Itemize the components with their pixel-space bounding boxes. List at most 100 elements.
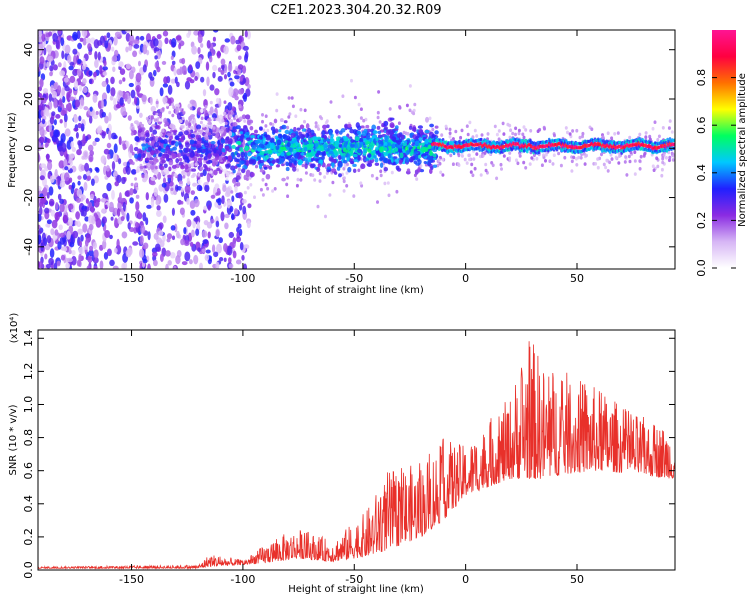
heat-cell <box>57 85 62 94</box>
heat-cell <box>345 184 349 188</box>
heat-cell <box>221 119 225 123</box>
heat-cell <box>605 158 609 163</box>
heat-cell <box>360 163 366 170</box>
heat-cell <box>234 95 239 101</box>
heat-cell <box>197 34 203 44</box>
heat-cell <box>129 188 134 196</box>
heat-cell <box>129 197 134 204</box>
heat-cell <box>359 181 363 185</box>
heat-cell <box>508 135 512 140</box>
heat-cell <box>271 189 275 193</box>
heat-cell <box>432 164 438 168</box>
heat-cell <box>162 177 167 185</box>
heat-cell <box>114 49 119 57</box>
heat-cell <box>529 129 533 133</box>
heat-cell <box>48 124 52 133</box>
heat-cell <box>219 128 225 134</box>
heat-cell <box>175 255 181 265</box>
heat-cell <box>238 228 243 237</box>
heat-cell <box>324 214 327 219</box>
heat-cell <box>467 153 471 157</box>
heat-cell <box>460 128 464 133</box>
heat-cell <box>259 187 263 192</box>
tick-label: 0.4 <box>22 495 35 513</box>
heat-cell <box>104 115 109 124</box>
heat-cell <box>245 131 250 136</box>
tick-label: 1.2 <box>22 363 35 381</box>
heat-cell <box>204 184 210 193</box>
heat-cell <box>323 175 327 179</box>
heat-cell <box>229 114 233 118</box>
heat-cell <box>341 155 346 161</box>
heat-cell <box>72 230 79 239</box>
heat-cell <box>143 242 149 250</box>
heat-cell <box>652 168 656 172</box>
heat-cell <box>624 155 628 159</box>
heat-cell <box>42 88 49 94</box>
heat-cell <box>342 135 348 140</box>
heat-cell <box>240 168 246 174</box>
snr-panel: -150 -100 -50 0 500.00.20.40.60.81.01.21.4 H… <box>8 313 676 595</box>
heat-cell <box>307 156 312 163</box>
heat-cell <box>301 128 307 132</box>
heat-cell <box>120 216 125 222</box>
heat-cell <box>644 131 648 135</box>
heat-cell <box>329 100 333 104</box>
heat-cell <box>153 47 160 52</box>
heat-cell <box>328 129 333 136</box>
heat-cell <box>264 150 269 154</box>
heat-cell <box>38 185 42 191</box>
heat-cell <box>570 159 574 164</box>
heat-cell <box>94 137 100 142</box>
heat-cell <box>91 215 96 225</box>
heat-cell <box>552 153 556 157</box>
heat-cell <box>228 231 235 239</box>
heat-cell <box>170 225 176 231</box>
heat-cell <box>326 124 330 129</box>
heat-cell <box>39 206 43 216</box>
heat-cell <box>377 152 382 157</box>
heat-cell <box>524 128 528 132</box>
heat-cell <box>395 165 400 171</box>
heat-cell <box>570 169 574 173</box>
heat-cell <box>139 112 143 118</box>
heat-cell <box>321 155 325 161</box>
heat-cell <box>338 173 342 178</box>
heat-cell <box>150 150 155 156</box>
heat-cell <box>362 148 367 153</box>
heat-cell <box>188 64 193 71</box>
heat-cell <box>480 137 483 141</box>
heat-cell <box>180 200 184 205</box>
heat-cell <box>189 125 194 131</box>
heat-cell <box>600 152 603 157</box>
tick-label: 0.2 <box>695 212 708 230</box>
heat-cell <box>197 46 201 55</box>
heat-cell <box>75 211 81 220</box>
heat-cell <box>61 87 66 97</box>
heat-cell <box>115 104 122 109</box>
heat-cell <box>46 138 51 144</box>
heat-cell <box>238 204 243 211</box>
heat-cell <box>241 199 247 204</box>
heat-cell <box>191 120 195 124</box>
heat-cell <box>94 51 98 60</box>
heat-cell <box>96 197 101 203</box>
heat-cell <box>454 129 458 134</box>
heat-cell <box>156 210 162 218</box>
heat-cell <box>517 131 521 136</box>
heat-cell <box>609 153 613 157</box>
heat-cell <box>116 208 121 217</box>
heat-cell <box>197 137 203 142</box>
heat-cell <box>66 230 71 240</box>
heat-cell <box>189 79 195 84</box>
heat-cell <box>449 153 453 158</box>
heat-cell <box>299 124 305 130</box>
heat-cell <box>183 227 187 235</box>
heat-cell <box>88 70 93 76</box>
heat-cell <box>76 149 82 156</box>
heat-cell <box>172 146 177 151</box>
heat-cell <box>226 163 231 168</box>
heat-cell <box>312 136 318 140</box>
heat-cell <box>383 120 389 127</box>
snr-multiplier-label: (x10⁴) <box>9 313 20 344</box>
